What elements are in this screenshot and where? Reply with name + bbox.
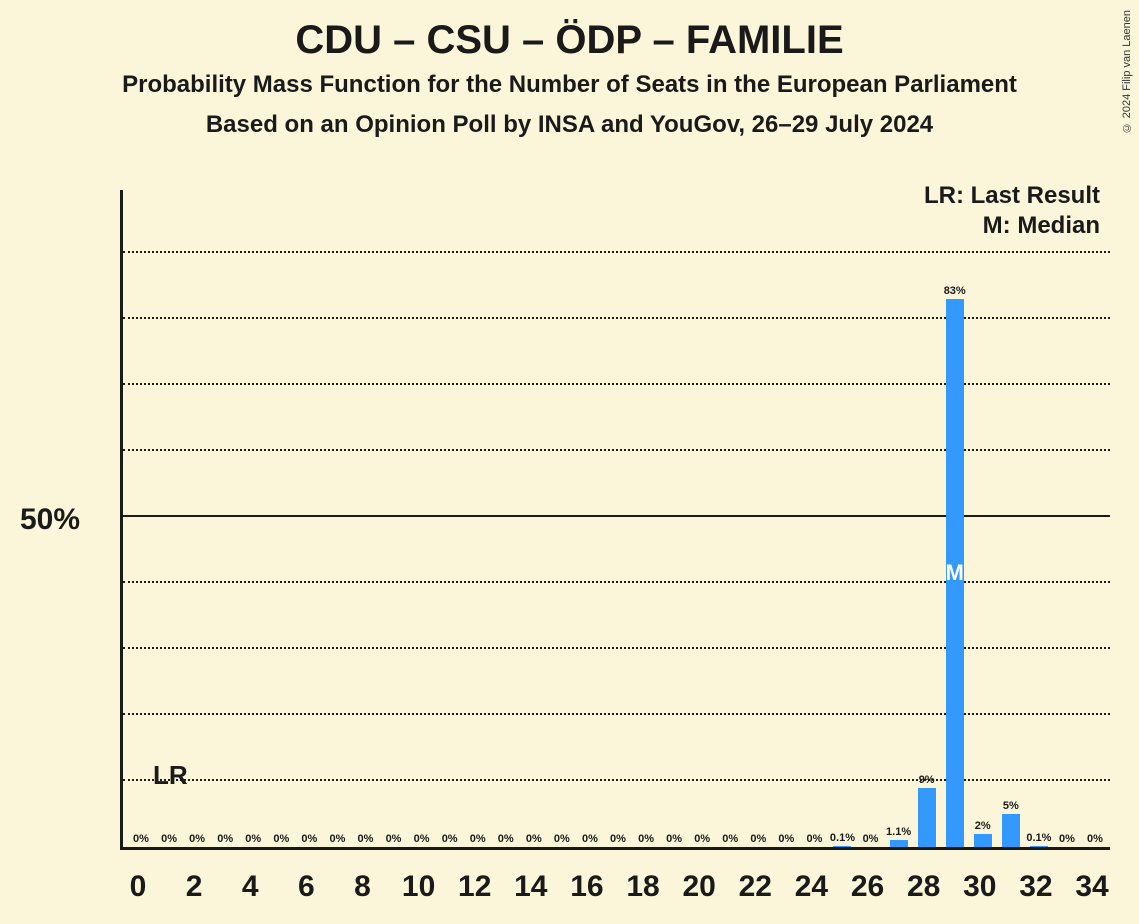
- plot-region: LR 0% 0% 0% 0% 0% 0% 0% 0% 0% 0% 0% 0% 0% 0% 0% 0% 0% 0% 0…: [120, 190, 1110, 850]
- bar-value-label: 0%: [161, 833, 177, 845]
- bar-value-label: 83%: [944, 285, 966, 297]
- bar-value-label: 0.1%: [1026, 832, 1051, 844]
- bar-value-label: 0%: [806, 833, 822, 845]
- x-tick-label: 8: [354, 870, 371, 904]
- bar: 83%M: [946, 299, 964, 847]
- bar-value-label: 0%: [414, 833, 430, 845]
- bar-value-label: 0%: [526, 833, 542, 845]
- bar-value-label: 0%: [386, 833, 402, 845]
- x-tick-label: 14: [514, 870, 547, 904]
- gridline: [123, 251, 1110, 253]
- bar-value-label: 5%: [1003, 800, 1019, 812]
- bar: 9%: [918, 788, 936, 847]
- bar: 5%: [1002, 814, 1020, 847]
- chart-subtitle-2: Based on an Opinion Poll by INSA and You…: [0, 111, 1139, 139]
- bar: 0.1%: [1030, 846, 1048, 847]
- bar-value-label: 0%: [863, 833, 879, 845]
- bar-value-label: 0%: [1059, 833, 1075, 845]
- bar-value-label: 0%: [498, 833, 514, 845]
- x-tick-label: 2: [186, 870, 203, 904]
- bar-value-label: 0%: [273, 833, 289, 845]
- x-tick-label: 6: [298, 870, 315, 904]
- bar-value-label: 0%: [189, 833, 205, 845]
- bar-value-label: 0%: [442, 833, 458, 845]
- copyright-text: © 2024 Filip van Laenen: [1121, 10, 1133, 133]
- x-tick-label: 10: [402, 870, 435, 904]
- bar-value-label: 0.1%: [830, 832, 855, 844]
- bar-value-label: 0%: [778, 833, 794, 845]
- x-tick-label: 18: [626, 870, 659, 904]
- x-tick-label: 0: [130, 870, 147, 904]
- chart-title-main: CDU – CSU – ÖDP – FAMILIE: [0, 18, 1139, 63]
- bar-value-label: 0%: [610, 833, 626, 845]
- bar-value-label: 0%: [638, 833, 654, 845]
- bar-value-label: 0%: [470, 833, 486, 845]
- chart-subtitle-1: Probability Mass Function for the Number…: [0, 71, 1139, 99]
- x-tick-label: 16: [570, 870, 603, 904]
- bar-value-label: 0%: [1087, 833, 1103, 845]
- bar-value-label: 0%: [358, 833, 374, 845]
- bar-value-label: 0%: [750, 833, 766, 845]
- bar-value-label: 0%: [217, 833, 233, 845]
- chart-area: 50% LR: Last Result M: Median LR 0%0%0%0…: [100, 190, 1110, 850]
- bar-value-label: 0%: [666, 833, 682, 845]
- bar-value-label: 1.1%: [886, 826, 911, 838]
- bar-value-label: 0%: [329, 833, 345, 845]
- bar-value-label: 0%: [582, 833, 598, 845]
- bar-value-label: 0%: [722, 833, 738, 845]
- bar-value-label: 2%: [975, 820, 991, 832]
- x-tick-label: 20: [682, 870, 715, 904]
- bar-value-label: 0%: [694, 833, 710, 845]
- x-axis-labels: 0246810121416182022242628303234: [120, 860, 1110, 920]
- bar: 2%: [974, 834, 992, 847]
- x-tick-label: 30: [963, 870, 996, 904]
- x-tick-label: 26: [851, 870, 884, 904]
- bar-value-label: 9%: [919, 774, 935, 786]
- x-tick-label: 28: [907, 870, 940, 904]
- y-axis-label: 50%: [20, 503, 80, 537]
- x-tick-label: 34: [1075, 870, 1108, 904]
- x-tick-label: 22: [739, 870, 772, 904]
- bar-value-label: 0%: [554, 833, 570, 845]
- bar-value-label: 0%: [245, 833, 261, 845]
- x-tick-label: 12: [458, 870, 491, 904]
- bar: 0.1%: [833, 846, 851, 847]
- bar: 1.1%: [890, 840, 908, 847]
- x-tick-label: 32: [1019, 870, 1052, 904]
- median-marker: M: [946, 560, 964, 586]
- lr-marker: LR: [153, 760, 188, 791]
- bar-value-label: 0%: [301, 833, 317, 845]
- x-tick-label: 24: [795, 870, 828, 904]
- x-tick-label: 4: [242, 870, 259, 904]
- bar-value-label: 0%: [133, 833, 149, 845]
